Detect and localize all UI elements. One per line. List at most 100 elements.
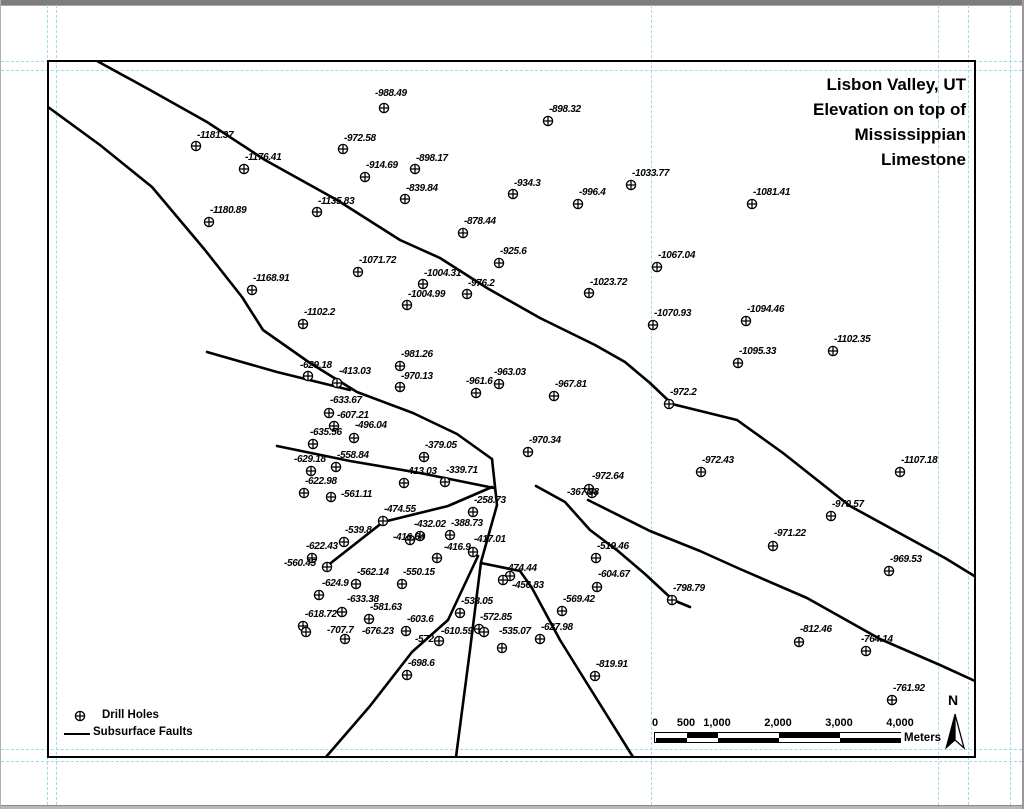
scale-bar-segment xyxy=(656,733,687,738)
drill-hole-elevation-label: -1176.41 xyxy=(245,152,282,163)
drill-hole-elevation-label: -970.34 xyxy=(529,435,561,446)
drill-hole-marker xyxy=(238,163,250,175)
drill-hole-marker xyxy=(647,319,659,331)
map-canvas[interactable] xyxy=(47,60,976,758)
drill-hole-elevation-label: -961.6 xyxy=(466,376,493,387)
drill-hole-elevation-label: -413.03 xyxy=(405,466,437,477)
drill-hole-elevation-label: -1095.33 xyxy=(739,346,777,357)
scale-bar-segment xyxy=(779,737,840,742)
drill-hole-elevation-label: -629.18 xyxy=(294,454,326,465)
layout-guide-vertical xyxy=(968,5,969,805)
drill-hole-elevation-label: -607.21 xyxy=(337,410,369,421)
drill-hole-elevation-label: -603.6 xyxy=(407,614,434,625)
drill-hole-elevation-label: -550.15 xyxy=(403,567,435,578)
drill-hole-marker xyxy=(404,534,416,546)
drill-hole-elevation-label: -972.64 xyxy=(592,471,624,482)
scale-tick-label: 3,000 xyxy=(825,717,853,729)
drill-hole-elevation-label: -416.64 xyxy=(393,532,425,543)
drill-hole-marker xyxy=(583,287,595,299)
drill-hole-marker xyxy=(305,465,317,477)
drill-hole-elevation-label: -413.03 xyxy=(339,366,371,377)
scale-bar-segment xyxy=(779,733,840,738)
scale-tick-label: 500 xyxy=(676,717,696,729)
window-left-edge xyxy=(0,0,1,809)
drill-hole-marker xyxy=(401,299,413,311)
map-title-line: Mississippian xyxy=(854,125,966,144)
drill-hole-marker xyxy=(556,605,568,617)
window-bottom-edge xyxy=(0,805,1024,809)
drill-hole-marker xyxy=(363,613,375,625)
drill-hole-elevation-label: -971.22 xyxy=(774,528,806,539)
drill-hole-marker xyxy=(591,581,603,593)
drill-hole-marker xyxy=(860,645,872,657)
drill-hole-elevation-label: -456.83 xyxy=(512,580,544,591)
subsurface-fault-line xyxy=(275,444,496,490)
drill-hole-elevation-label: -1033.77 xyxy=(632,168,670,179)
drill-hole-marker xyxy=(883,565,895,577)
drill-hole-marker xyxy=(297,318,309,330)
north-arrow: N xyxy=(935,692,980,754)
drill-hole-marker xyxy=(695,466,707,478)
layout-guide-horizontal xyxy=(1,749,1022,750)
drill-hole-marker xyxy=(190,140,202,152)
drill-hole-marker xyxy=(311,206,323,218)
drill-hole-marker xyxy=(496,642,508,654)
drill-hole-elevation-label: -519.46 xyxy=(597,541,629,552)
drill-hole-elevation-label: -388.73 xyxy=(451,518,483,529)
drill-hole-elevation-label: -988.49 xyxy=(375,88,407,99)
drill-hole-marker xyxy=(307,438,319,450)
legend-label-subsurface-faults: Subsurface Faults xyxy=(93,726,193,738)
drill-hole-elevation-label: -707.7 xyxy=(327,625,354,636)
scale-bar-segment xyxy=(718,733,779,738)
drill-hole-marker xyxy=(431,552,443,564)
drill-hole-elevation-label: -798.79 xyxy=(673,583,705,594)
drill-hole-elevation-label: -981.26 xyxy=(401,349,433,360)
drill-hole-elevation-label: -1168.91 xyxy=(253,273,290,284)
scale-tick-label: 4,000 xyxy=(886,717,914,729)
drill-hole-marker xyxy=(339,633,351,645)
drill-hole-marker xyxy=(401,669,413,681)
north-arrow-icon xyxy=(945,713,966,750)
drill-hole-elevation-label: -1181.37 xyxy=(197,130,234,141)
drill-hole-marker xyxy=(352,266,364,278)
drill-hole-marker xyxy=(470,387,482,399)
window-right-edge xyxy=(1022,0,1024,809)
drill-hole-marker xyxy=(746,198,758,210)
drill-hole-marker xyxy=(433,635,445,647)
drill-hole-elevation-label: -972.58 xyxy=(344,133,376,144)
drill-hole-elevation-label: -970.57 xyxy=(832,499,864,510)
scale-bar-segment xyxy=(840,737,901,742)
layout-guide-vertical xyxy=(651,5,652,805)
drill-hole-elevation-label: -562.14 xyxy=(357,567,389,578)
drill-hole-marker xyxy=(359,171,371,183)
drill-hole-elevation-label: -629.18 xyxy=(300,360,332,371)
drill-hole-marker xyxy=(740,315,752,327)
drill-hole-elevation-label: -812.46 xyxy=(800,624,832,635)
drill-hole-marker xyxy=(666,594,678,606)
scale-tick-label: 0 xyxy=(651,717,659,729)
drill-hole-elevation-label: -561.11 xyxy=(341,489,373,500)
layout-guide-vertical xyxy=(1010,5,1011,805)
drill-hole-elevation-label: -633.38 xyxy=(347,594,379,605)
subsurface-fault-line xyxy=(47,105,494,461)
drill-hole-marker xyxy=(378,102,390,114)
drill-hole-elevation-label: -558.84 xyxy=(337,450,369,461)
drill-hole-marker xyxy=(400,625,412,637)
subsurface-fault-line xyxy=(95,60,976,579)
layout-guide-horizontal xyxy=(1,761,1022,762)
map-title-line: Limestone xyxy=(880,150,966,169)
drill-hole-elevation-label: -1004.31 xyxy=(424,268,462,279)
drill-hole-elevation-label: -914.69 xyxy=(366,160,398,171)
window-top-edge xyxy=(0,0,1024,6)
drill-hole-elevation-label: -635.56 xyxy=(310,427,342,438)
drill-hole-elevation-label: -1070.93 xyxy=(654,308,692,319)
drill-hole-marker xyxy=(732,357,744,369)
drill-hole-marker xyxy=(589,670,601,682)
drill-hole-elevation-label: -535.07 xyxy=(499,626,531,637)
drill-hole-elevation-label: -633.67 xyxy=(330,395,362,406)
drill-hole-marker xyxy=(793,636,805,648)
scale-bar-segment xyxy=(840,733,901,738)
drill-hole-elevation-label: -622.98 xyxy=(305,476,337,487)
drill-hole-marker xyxy=(534,633,546,645)
drill-hole-marker xyxy=(572,198,584,210)
